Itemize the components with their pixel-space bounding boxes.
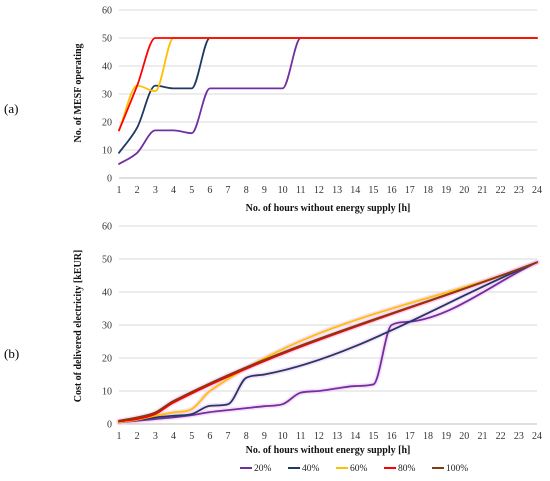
- y-tick-label: 30: [102, 321, 112, 332]
- x-tick-label: 7: [226, 185, 231, 196]
- x-tick-label: 21: [477, 185, 487, 196]
- y-tick-label: 30: [102, 90, 112, 101]
- x-tick-label: 10: [278, 431, 288, 442]
- x-tick-label: 9: [262, 431, 267, 442]
- x-tick-label: 4: [171, 431, 176, 442]
- x-tick-label: 3: [153, 431, 158, 442]
- series-line-40pct: [118, 261, 538, 424]
- x-tick-label: 3: [153, 185, 158, 196]
- x-tick-label: 19: [441, 431, 451, 442]
- x-tick-label: 17: [405, 185, 415, 196]
- x-tick-label: 8: [244, 185, 249, 196]
- panel-b-label: (b): [4, 346, 19, 361]
- y-tick-label: 50: [102, 255, 112, 266]
- panel-a-x-axis-label: No. of hours without energy supply [h]: [246, 203, 411, 214]
- x-tick-label: 4: [171, 185, 176, 196]
- x-tick-label: 18: [423, 431, 433, 442]
- x-tick-label: 6: [207, 185, 212, 196]
- x-tick-label: 14: [350, 185, 360, 196]
- legend-label: 100%: [446, 464, 468, 474]
- x-tick-label: 22: [496, 185, 506, 196]
- x-tick-label: 1: [117, 431, 122, 442]
- x-tick-label: 14: [350, 431, 360, 442]
- x-tick-label: 22: [496, 431, 506, 442]
- series-line-40pct: [118, 37, 538, 154]
- x-tick-label: 19: [441, 185, 451, 196]
- x-tick-label: 24: [532, 185, 542, 196]
- panel-b-x-tick-labels: 1 2 3 4 5 6 7 8 9 10 11 12 13 14 15 16 17 18 19 20 21 22 23 24: [117, 431, 543, 442]
- y-tick-label: 0: [107, 174, 112, 185]
- x-tick-label: 10: [278, 185, 288, 196]
- panel-a-series-lines: [118, 37, 538, 165]
- x-tick-label: 11: [296, 431, 306, 442]
- y-tick-label: 10: [102, 146, 112, 157]
- x-tick-label: 6: [207, 431, 212, 442]
- x-tick-label: 7: [226, 431, 231, 442]
- x-tick-label: 5: [189, 431, 194, 442]
- x-tick-label: 5: [189, 185, 194, 196]
- x-tick-label: 20: [459, 185, 469, 196]
- x-tick-label: 23: [514, 185, 524, 196]
- legend-label: 60%: [350, 464, 368, 474]
- series-line-100pct: [118, 261, 538, 422]
- x-tick-label: 21: [477, 431, 487, 442]
- x-tick-label: 9: [262, 185, 267, 196]
- x-tick-label: 12: [314, 431, 324, 442]
- x-tick-label: 16: [387, 185, 397, 196]
- legend-label: 80%: [398, 464, 416, 474]
- panel-b-x-axis-label: No. of hours without energy supply [h]: [246, 445, 411, 456]
- panel-b-legend: 20% 40% 60% 80% 100%: [240, 464, 468, 474]
- y-tick-label: 10: [102, 387, 112, 398]
- x-tick-label: 13: [332, 185, 342, 196]
- x-tick-label: 15: [368, 431, 378, 442]
- x-tick-label: 1: [117, 185, 122, 196]
- y-tick-label: 60: [102, 6, 112, 17]
- x-tick-label: 18: [423, 185, 433, 196]
- panel-a-label: (a): [4, 101, 18, 116]
- series-line-20pct: [118, 261, 538, 424]
- y-tick-label: 20: [102, 118, 112, 129]
- x-tick-label: 8: [244, 431, 249, 442]
- y-tick-label: 20: [102, 354, 112, 365]
- x-tick-label: 17: [405, 431, 415, 442]
- panel-b-y-axis-label: Cost of delivered electricity [kEUR]: [73, 250, 84, 403]
- legend-label: 20%: [254, 464, 272, 474]
- x-tick-label: 12: [314, 185, 324, 196]
- x-tick-label: 23: [514, 431, 524, 442]
- panel-a-x-tick-labels: 1 2 3 4 5 6 7 8 9 10 11 12 13 14 15 16 17 18 19 20 21 22 23 24: [117, 185, 543, 196]
- x-tick-label: 16: [387, 431, 397, 442]
- x-tick-label: 20: [459, 431, 469, 442]
- x-tick-label: 2: [135, 185, 140, 196]
- y-tick-label: 0: [107, 420, 112, 431]
- panel-a-y-tick-labels: 0 10 20 30 40 50 60: [102, 6, 112, 185]
- x-tick-label: 15: [368, 185, 378, 196]
- x-tick-label: 11: [296, 185, 306, 196]
- panel-b-series-lines: [118, 261, 538, 424]
- x-tick-label: 2: [135, 431, 140, 442]
- y-tick-label: 60: [102, 222, 112, 233]
- legend-label: 40%: [302, 464, 320, 474]
- series-line-80pct: [118, 37, 538, 132]
- panel-b-y-tick-labels: 0 10 20 30 40 50 60: [102, 222, 112, 431]
- y-tick-label: 40: [102, 288, 112, 299]
- x-tick-label: 24: [532, 431, 542, 442]
- panel-a-y-axis-label: No. of MESF operating: [73, 43, 84, 142]
- y-tick-label: 40: [102, 62, 112, 73]
- panel-a-gridlines: [119, 9, 537, 179]
- series-line-60pct: [118, 37, 538, 132]
- series-line-20pct: [118, 37, 538, 165]
- x-tick-label: 13: [332, 431, 342, 442]
- y-tick-label: 50: [102, 34, 112, 45]
